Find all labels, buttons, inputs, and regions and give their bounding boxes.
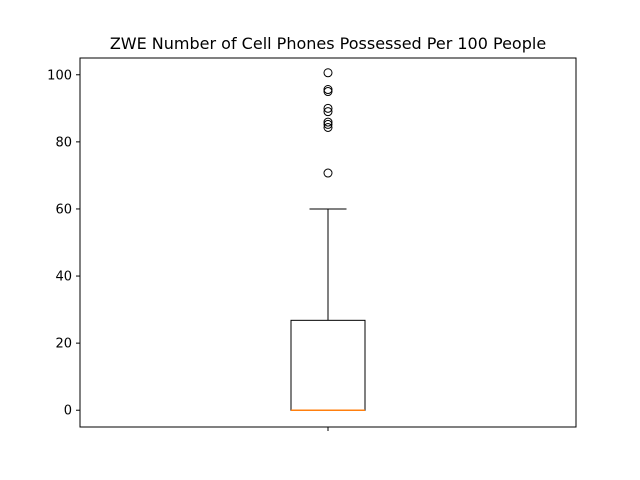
y-tick-label: 80 [55,135,72,150]
interquartile-box [290,319,366,411]
outlier-point [323,168,333,178]
outlier-point [323,68,333,78]
outlier-point [323,119,333,129]
outlier-point [323,85,333,95]
y-tick-label: 100 [47,68,72,83]
y-tick-label: 20 [55,337,72,352]
boxplot-series [290,68,366,411]
outlier-point [323,107,333,117]
outlier-point [323,103,333,113]
outlier-point [323,122,333,132]
y-tick-label: 0 [64,404,72,419]
y-axis: 0 20 40 60 80 100 [47,68,80,419]
outlier-point [323,117,333,127]
y-tick-label: 60 [55,202,72,217]
y-tick-label: 40 [55,270,72,285]
chart-title: ZWE Number of Cell Phones Possessed Per … [110,34,546,53]
outlier-point [323,87,333,97]
